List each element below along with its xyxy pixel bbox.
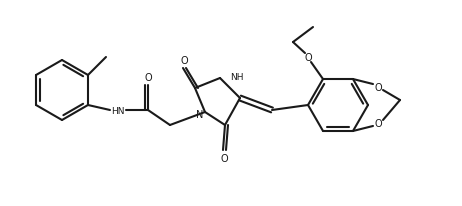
Text: O: O — [374, 83, 382, 93]
Text: O: O — [304, 53, 312, 63]
Text: N: N — [195, 110, 203, 120]
Text: O: O — [180, 56, 188, 66]
Text: O: O — [144, 73, 152, 83]
Text: HN: HN — [111, 107, 125, 116]
Text: O: O — [220, 154, 228, 164]
Text: O: O — [374, 119, 382, 129]
Text: NH: NH — [230, 73, 243, 82]
